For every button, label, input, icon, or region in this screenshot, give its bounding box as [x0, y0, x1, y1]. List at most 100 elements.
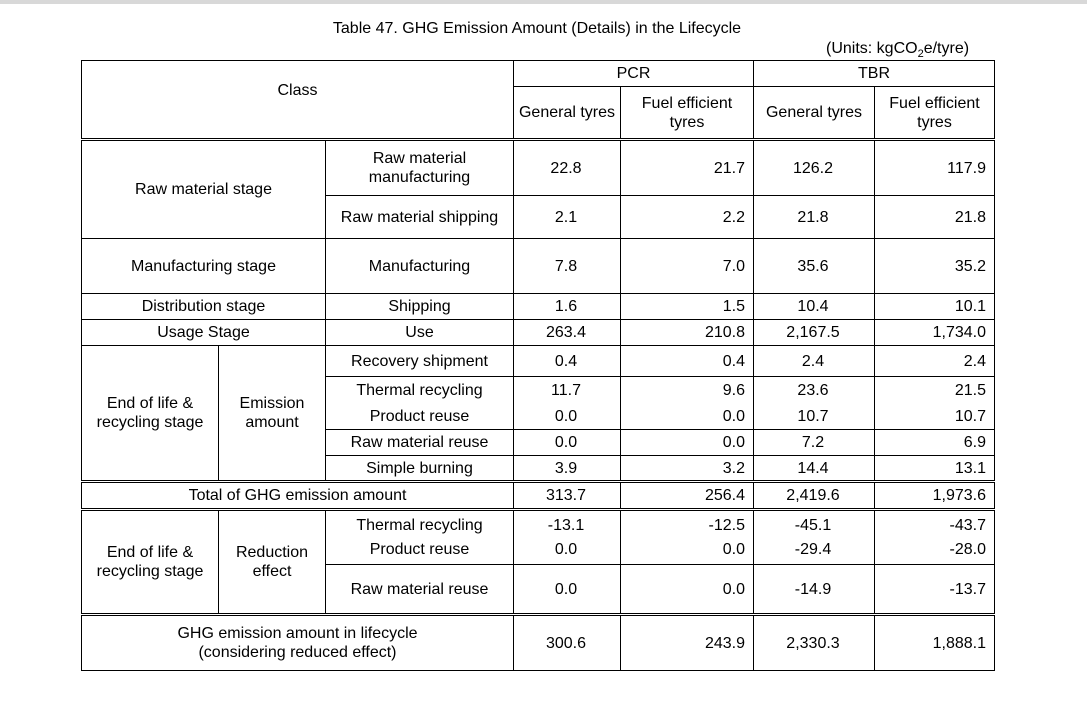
value-cell: 0.0: [620, 403, 754, 430]
value-cell: 126.2: [753, 138, 875, 196]
value-cell: 1.5: [620, 293, 754, 320]
value-cell: 7.8: [513, 238, 621, 294]
row-label: Raw material reuse: [325, 564, 514, 615]
table-row: Raw material shipping 2.1 2.2 21.8 21.8: [82, 195, 995, 239]
value-cell: 256.4: [620, 480, 754, 510]
lifecycle-label: GHG emission amount in lifecycle (conside…: [81, 613, 514, 671]
manufacturing-stage: Manufacturing stage: [81, 238, 326, 294]
table-row: Thermal recycling 11.7 9.6 23.6 21.5: [82, 376, 995, 404]
value-cell: 21.7: [620, 138, 754, 196]
value-cell: 13.1: [874, 455, 995, 482]
tbr-general-header: General tyres: [753, 86, 875, 140]
row-label: Raw material manufacturing: [325, 138, 514, 196]
lifecycle-row: GHG emission amount in lifecycle (conside…: [81, 613, 995, 671]
value-cell: 0.0: [513, 403, 621, 430]
value-cell: -43.7: [874, 508, 995, 540]
value-cell: 21.8: [874, 195, 995, 239]
value-cell: 243.9: [620, 613, 754, 671]
table-row: End of life & recycling stage Reduction …: [81, 508, 995, 615]
row-label: Use: [325, 319, 514, 346]
value-cell: 6.9: [874, 429, 995, 456]
value-cell: 0.4: [513, 345, 621, 377]
value-cell: 7.0: [620, 238, 754, 294]
total-label: Total of GHG emission amount: [81, 480, 514, 510]
value-cell: 1,888.1: [874, 613, 995, 671]
row-label: Shipping: [325, 293, 514, 320]
value-cell: 21.8: [753, 195, 875, 239]
table-row: Raw material stage Raw material manufact…: [81, 138, 995, 239]
value-cell: 1.6: [513, 293, 621, 320]
value-cell: -13.1: [513, 508, 621, 540]
value-cell: 2.4: [874, 345, 995, 377]
tbr-header: TBR: [753, 60, 995, 87]
row-label: Product reuse: [325, 403, 514, 430]
eol-stage-reduction: End of life & recycling stage: [81, 508, 219, 615]
emission-amount: Emission amount: [218, 345, 326, 482]
table-row: Simple burning 3.9 3.2 14.4 13.1: [82, 455, 995, 482]
value-cell: 0.0: [513, 429, 621, 456]
value-cell: 0.0: [513, 539, 621, 565]
value-cell: 2.1: [513, 195, 621, 239]
value-cell: 9.6: [620, 376, 754, 404]
header-row-1: Class PCR TBR: [81, 60, 995, 140]
row-label: Raw material reuse: [325, 429, 514, 456]
value-cell: 2.2: [620, 195, 754, 239]
distribution-stage: Distribution stage: [81, 293, 326, 320]
value-cell: 2,167.5: [753, 319, 875, 346]
raw-material-stage: Raw material stage: [81, 138, 326, 239]
units-label: (Units: kgCO2e/tyre): [826, 40, 970, 61]
total-row: Total of GHG emission amount 313.7 256.4…: [81, 480, 995, 510]
value-cell: 22.8: [513, 138, 621, 196]
usage-stage: Usage Stage: [81, 319, 326, 346]
row-label: Raw material shipping: [325, 195, 514, 239]
pcr-header: PCR: [513, 60, 754, 87]
value-cell: 0.4: [620, 345, 754, 377]
row-label: Product reuse: [325, 539, 514, 565]
table-row: Distribution stage Shipping 1.6 1.5 10.4…: [81, 293, 995, 320]
tbr-fuel-header: Fuel efficient tyres: [874, 86, 995, 140]
table-row: End of life & recycling stage Emission a…: [81, 345, 995, 482]
value-cell: 10.1: [874, 293, 995, 320]
value-cell: 263.4: [513, 319, 621, 346]
value-cell: 21.5: [874, 376, 995, 404]
table-title: Table 47. GHG Emission Amount (Details) …: [332, 20, 742, 37]
row-label: Thermal recycling: [325, 376, 514, 404]
top-border: [0, 0, 1087, 4]
value-cell: 1,734.0: [874, 319, 995, 346]
value-cell: 3.9: [513, 455, 621, 482]
value-cell: 210.8: [620, 319, 754, 346]
value-cell: 0.0: [513, 564, 621, 615]
value-cell: -13.7: [874, 564, 995, 615]
value-cell: -29.4: [753, 539, 875, 565]
table-row: Raw material reuse 0.0 0.0 -14.9 -13.7: [82, 564, 995, 615]
value-cell: 2,330.3: [753, 613, 875, 671]
value-cell: -12.5: [620, 508, 754, 540]
value-cell: 313.7: [513, 480, 621, 510]
row-label: Recovery shipment: [325, 345, 514, 377]
value-cell: 10.4: [753, 293, 875, 320]
value-cell: 2,419.6: [753, 480, 875, 510]
value-cell: -14.9: [753, 564, 875, 615]
ghg-emission-table: Class PCR TBR General tyres Fuel efficie…: [81, 60, 995, 671]
reduction-effect: Reduction effect: [218, 508, 326, 615]
value-cell: 11.7: [513, 376, 621, 404]
value-cell: 0.0: [620, 564, 754, 615]
table-row: Usage Stage Use 263.4 210.8 2,167.5 1,73…: [81, 319, 995, 346]
row-label: Simple burning: [325, 455, 514, 482]
value-cell: 23.6: [753, 376, 875, 404]
value-cell: 117.9: [874, 138, 995, 196]
value-cell: 2.4: [753, 345, 875, 377]
value-cell: 14.4: [753, 455, 875, 482]
value-cell: 300.6: [513, 613, 621, 671]
value-cell: -28.0: [874, 539, 995, 565]
table-row: Product reuse 0.0 0.0 -29.4 -28.0: [82, 539, 995, 565]
value-cell: 7.2: [753, 429, 875, 456]
row-label: Thermal recycling: [325, 508, 514, 540]
value-cell: 35.6: [753, 238, 875, 294]
value-cell: -45.1: [753, 508, 875, 540]
pcr-general-header: General tyres: [513, 86, 621, 140]
class-header: Class: [81, 60, 514, 140]
row-label: Manufacturing: [325, 238, 514, 294]
value-cell: 10.7: [874, 403, 995, 430]
value-cell: 10.7: [753, 403, 875, 430]
